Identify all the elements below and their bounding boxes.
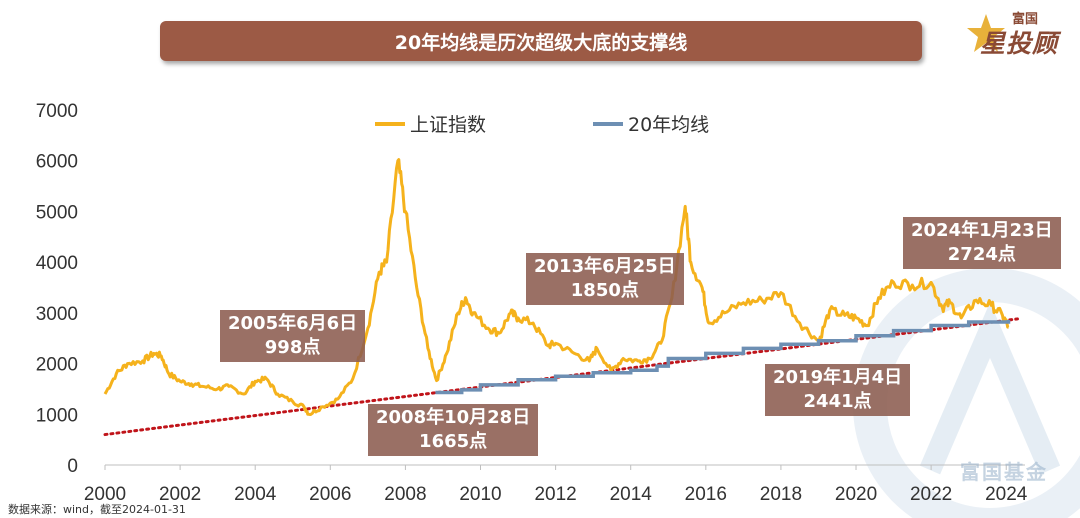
annotation-2024-date: 2024年1月23日 xyxy=(911,220,1053,241)
x-tick-label: 2024 xyxy=(985,484,1028,505)
x-tick-label: 2010 xyxy=(459,484,501,505)
x-tick-label: 2014 xyxy=(610,484,653,505)
y-tick-label: 5000 xyxy=(36,202,78,223)
x-tick-label: 2002 xyxy=(159,484,201,505)
annotation-2013-value: 1850点 xyxy=(570,280,639,301)
y-tick-label: 2000 xyxy=(36,355,78,376)
legend-label-index: 上证指数 xyxy=(410,114,486,136)
trend-line xyxy=(103,317,1019,437)
annotation-2019-value: 2441点 xyxy=(803,391,872,412)
y-tick-label: 0 xyxy=(67,456,78,477)
y-tick-label: 1000 xyxy=(36,405,78,426)
star-icon xyxy=(967,14,1005,52)
annotation-2019-date: 2019年1月4日 xyxy=(773,367,903,388)
watermark-text: 富国基金 xyxy=(960,460,1048,484)
x-tick-label: 2006 xyxy=(309,484,351,505)
annotation-2019: 2019年1月4日 2441点 xyxy=(765,364,911,416)
x-tick-label: 2008 xyxy=(384,484,426,505)
annotation-2008-value: 1665点 xyxy=(419,431,488,452)
y-tick-label: 4000 xyxy=(36,253,78,274)
series-index-line xyxy=(103,158,1010,416)
y-tick-label: 7000 xyxy=(36,101,78,122)
annotation-2013: 2013年6月25日 1850点 xyxy=(526,253,684,305)
brand-logo: 富国 星投顾 xyxy=(966,6,1070,58)
annotation-2013-date: 2013年6月25日 xyxy=(534,256,676,277)
data-source-note: 数据来源：wind，截至2024-01-31 xyxy=(8,503,186,516)
legend-label-ma: 20年均线 xyxy=(628,114,709,136)
logo-small-text: 富国 xyxy=(1012,12,1039,27)
x-tick-label: 2004 xyxy=(234,484,277,505)
y-tick-label: 6000 xyxy=(36,152,78,173)
x-tick-label: 2016 xyxy=(685,484,727,505)
annotation-2024: 2024年1月23日 2724点 xyxy=(903,217,1061,269)
watermark-mark xyxy=(919,302,1061,475)
annotation-2005-date: 2005年6月6日 xyxy=(228,313,358,334)
annotation-2008-date: 2008年10月28日 xyxy=(376,407,531,428)
x-tick-label: 2018 xyxy=(760,484,802,505)
x-tick-label: 2012 xyxy=(534,484,576,505)
x-tick-label: 2022 xyxy=(910,484,952,505)
annotation-2005: 2005年6月6日 998点 xyxy=(220,310,366,362)
chart-title-banner: 20年均线是历次超级大底的支撑线 xyxy=(160,21,922,61)
y-tick-label: 3000 xyxy=(36,304,78,325)
x-tick-label: 2000 xyxy=(84,484,126,505)
annotation-2024-value: 2724点 xyxy=(947,244,1016,265)
series-ma-line xyxy=(435,320,1011,395)
chart-title: 20年均线是历次超级大底的支撑线 xyxy=(394,31,688,54)
annotation-2008: 2008年10月28日 1665点 xyxy=(368,404,539,456)
logo-big-text: 星投顾 xyxy=(980,29,1059,58)
annotation-2005-value: 998点 xyxy=(264,337,321,358)
x-tick-label: 2020 xyxy=(835,484,877,505)
